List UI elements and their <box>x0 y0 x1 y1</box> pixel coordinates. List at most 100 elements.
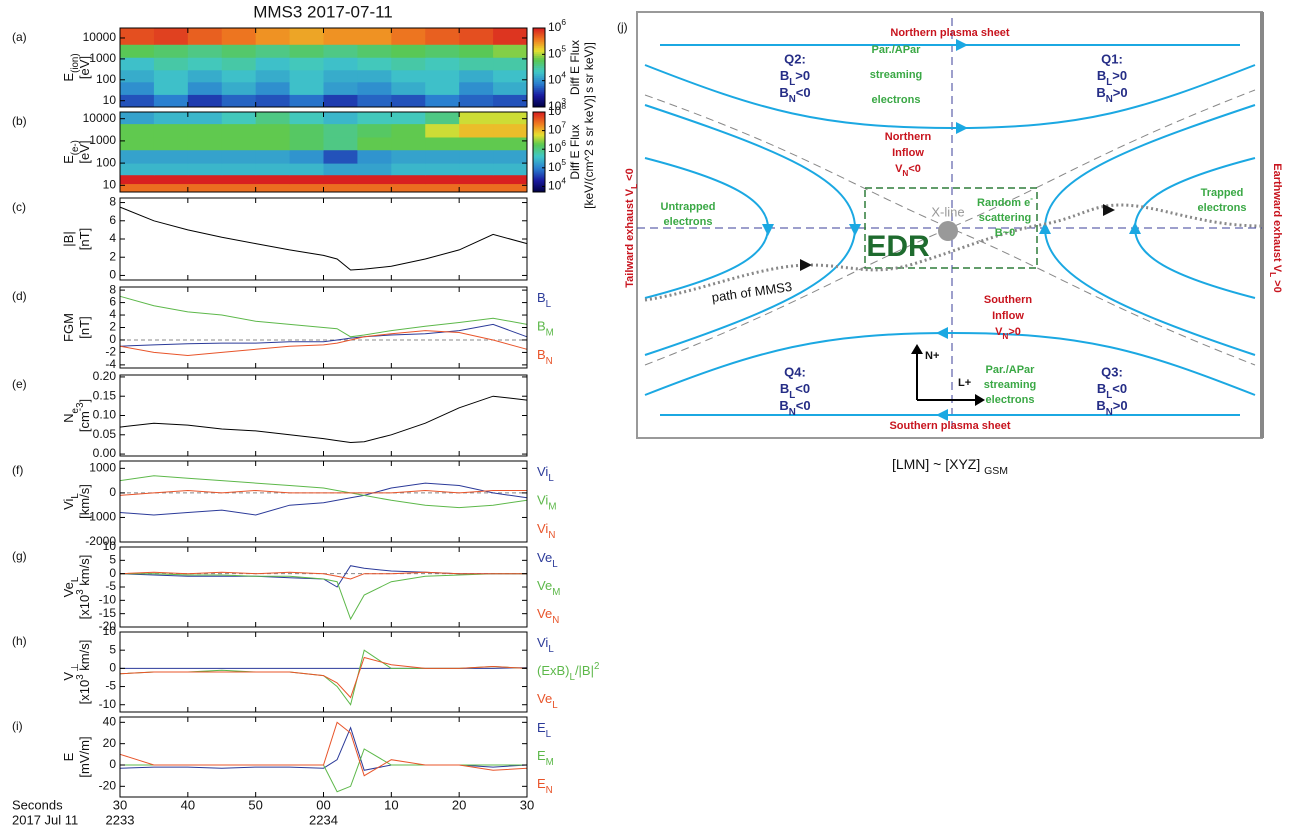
text-part: Earthward exhaust V <box>1271 163 1283 272</box>
text-part: L <box>546 729 552 740</box>
y-tick-label: 1000 <box>89 133 116 147</box>
text-part: L <box>1106 390 1112 401</box>
diagram-label: VN<0 <box>895 163 921 178</box>
spectrogram-cell <box>120 136 155 151</box>
series-line <box>119 295 528 338</box>
text-part: Vi <box>537 493 548 508</box>
colorbar-tick-label: 103 <box>548 96 566 113</box>
spectrogram-cell <box>493 149 528 164</box>
colorbar-step <box>533 37 545 41</box>
spectrogram-cell <box>120 94 155 108</box>
quadrant-label: Q3: <box>1101 364 1123 379</box>
text-part: Ve <box>537 578 552 593</box>
edr-box <box>864 187 1038 269</box>
spectrogram-cell <box>425 136 460 151</box>
spectrogram-cell <box>187 57 223 71</box>
text-part: N <box>546 785 553 796</box>
spectrogram-cell <box>221 163 257 176</box>
y-tick-label: 5 <box>109 553 116 567</box>
text-part: -3 <box>75 403 86 412</box>
colorbar-step <box>533 120 545 123</box>
diagram-label: electrons <box>986 394 1035 406</box>
text-part: B <box>1097 381 1106 396</box>
spectrogram-cell <box>493 136 528 151</box>
y-axis-label: [nT] <box>77 316 92 338</box>
colorbar-label: s sr keV)] <box>582 42 596 93</box>
colorbar-step <box>533 63 545 67</box>
y-tick-label: 10 <box>103 93 117 107</box>
text-part: (ion) <box>70 53 81 73</box>
text-part: M <box>546 328 554 339</box>
spectrogram-cell <box>120 163 155 176</box>
text-part: scattering <box>979 212 1032 224</box>
text-part: E <box>537 720 546 735</box>
colorbar-step <box>533 118 545 121</box>
text-part: - <box>1030 194 1033 203</box>
spectrogram-cell <box>120 149 155 164</box>
y-tick-label: 2 <box>109 249 116 263</box>
colorbar-step <box>533 51 545 55</box>
colorbar-step <box>533 114 545 117</box>
y-tick-label: 40 <box>103 715 117 729</box>
spectrogram-cell <box>153 136 189 151</box>
y-axis-label: [x103 km/s] <box>75 555 92 620</box>
path-arrow <box>800 259 812 271</box>
colorbar-step <box>533 71 545 74</box>
text-part: 10 <box>548 99 562 113</box>
spectrogram-cell <box>425 112 460 125</box>
text-part: N <box>789 407 796 418</box>
legend-label: VeN <box>537 606 559 626</box>
spectrogram-cell <box>187 69 223 83</box>
mms3-path <box>644 203 1263 302</box>
text-part: 10 <box>548 141 562 155</box>
colorbar-step <box>533 178 545 181</box>
text-part: Vi <box>61 498 76 509</box>
text-part: Ve <box>61 582 76 597</box>
diagram-label: scattering <box>979 212 1032 224</box>
spectrogram-cell <box>289 57 324 71</box>
colorbar-step <box>533 55 545 59</box>
y-tick-label: 0.05 <box>93 427 117 441</box>
y-axis-label: |B| <box>61 231 76 246</box>
x-tick-label: 40 <box>181 797 195 812</box>
colorbar-step <box>533 184 545 187</box>
x-hour-label: 2233 <box>106 812 135 827</box>
y-tick-label: 0 <box>109 566 116 580</box>
x-tick-label: 20 <box>452 797 466 812</box>
colorbar-step <box>533 89 545 92</box>
spectrogram-cell <box>221 174 257 185</box>
spectrogram-cell <box>153 94 189 108</box>
text-part: Vi <box>537 635 548 650</box>
y-tick-label: -5 <box>105 679 116 693</box>
spectrogram-cell <box>187 174 223 185</box>
panel: (e)Ne[cm-3]0.000.050.100.150.20 <box>12 369 528 460</box>
text-part: >0 <box>1271 277 1283 293</box>
x-tick-label: 30 <box>113 797 127 812</box>
y-tick-label: 6 <box>109 295 116 309</box>
text-part: <0 <box>796 398 811 413</box>
spectrogram-cell <box>289 44 324 58</box>
spectrogram-cell <box>493 44 528 58</box>
spectrogram-cell <box>357 136 392 151</box>
spectrogram-cell <box>153 28 189 45</box>
y-tick-label: -10 <box>99 593 117 607</box>
spectrogram-cell <box>391 149 426 164</box>
spectrogram-cell <box>391 163 426 176</box>
y-tick-label: -2 <box>105 345 116 359</box>
text-part: L <box>548 473 554 484</box>
text-part: B <box>779 85 788 100</box>
colorbar-step <box>533 156 545 159</box>
diagram-label: Trapped <box>1201 187 1244 199</box>
figure-title: MMS3 2017-07-11 <box>253 2 393 21</box>
text-part: Vi <box>537 464 548 479</box>
series-line <box>119 206 528 271</box>
frame-label: [LMN] ~ [XYZ] GSM <box>892 456 1008 477</box>
spectrogram-cell <box>425 57 460 71</box>
series-line <box>120 748 527 793</box>
spectrogram-cell <box>221 112 257 125</box>
legend-label: BN <box>537 347 553 367</box>
colorbar-step <box>533 35 545 39</box>
spectrogram-cell <box>493 112 528 125</box>
colorbar-step <box>533 103 545 106</box>
